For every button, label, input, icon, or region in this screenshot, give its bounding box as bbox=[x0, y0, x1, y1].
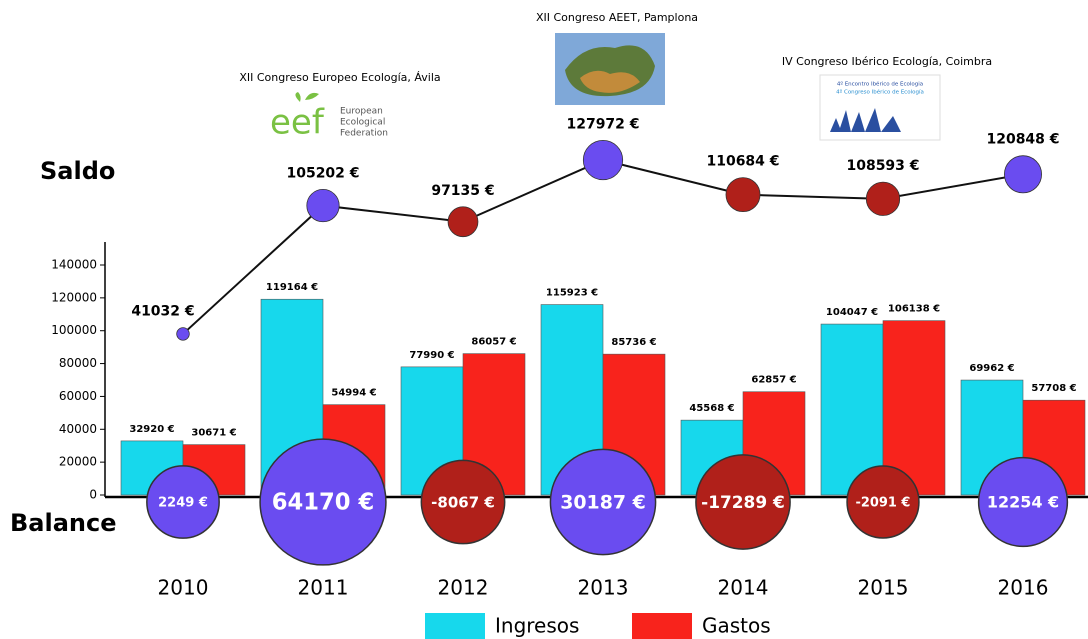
legend-label: Ingresos bbox=[495, 614, 579, 638]
y-tick-label: 80000 bbox=[59, 356, 97, 370]
annotation: XII Congreso Europeo Ecología, Ávila bbox=[239, 71, 440, 84]
saldo-point bbox=[306, 189, 340, 223]
saldo-value-label: 127972 € bbox=[566, 116, 639, 132]
y-tick-label: 60000 bbox=[59, 389, 97, 403]
coimbra-line: 4º Encontro Ibérico de Ecologia bbox=[837, 81, 923, 88]
eef-leaf bbox=[295, 92, 319, 102]
saldo-point bbox=[582, 139, 624, 181]
aeet-shape bbox=[580, 70, 640, 93]
saldo-value-label: 120848 € bbox=[986, 132, 1059, 148]
x-tick-label: 2016 bbox=[998, 576, 1049, 600]
coimbra-line: 4º Congreso Ibérico de Ecología bbox=[836, 89, 924, 96]
bar-value-label: 62857 € bbox=[751, 375, 796, 386]
bar bbox=[820, 323, 884, 496]
balance-value-label: 64170 € bbox=[272, 490, 374, 516]
y-tick-label: 100000 bbox=[51, 323, 97, 337]
saldo-point bbox=[176, 327, 190, 341]
coimbra-logo: 4º Encontro Ibérico de Ecologia 4º Congr… bbox=[819, 74, 941, 141]
coimbra-shape bbox=[830, 108, 901, 132]
balance-value-label: -8067 € bbox=[431, 494, 495, 512]
y-tick-label: 140000 bbox=[51, 258, 97, 272]
balance-value-label: -2091 € bbox=[856, 496, 911, 511]
annotation: IV Congreso Ibérico Ecología, Coimbra bbox=[782, 55, 992, 68]
bar-value-label: 115923 € bbox=[546, 288, 598, 299]
aeet-logo bbox=[555, 33, 665, 105]
legend-swatch bbox=[632, 613, 692, 639]
bar bbox=[882, 320, 946, 496]
eef-mark: eef bbox=[270, 103, 325, 143]
x-tick-label: 2015 bbox=[858, 576, 909, 600]
balance-bubble bbox=[420, 459, 506, 545]
bar-value-label: 104047 € bbox=[826, 307, 878, 318]
y-tick-label: 40000 bbox=[59, 422, 97, 436]
bar-value-label: 69962 € bbox=[969, 363, 1014, 374]
x-tick-label: 2011 bbox=[298, 576, 349, 600]
saldo-value-label: 110684 € bbox=[706, 154, 779, 170]
balance-bubble bbox=[259, 438, 387, 566]
balance-bubble bbox=[846, 465, 920, 539]
balance-value-label: 12254 € bbox=[987, 493, 1059, 512]
saldo-value-label: 41032 € bbox=[131, 304, 194, 320]
balance-bubble bbox=[146, 465, 220, 539]
bar-value-label: 119164 € bbox=[266, 282, 318, 293]
x-tick-label: 2012 bbox=[438, 576, 489, 600]
balance-value-label: -17289 € bbox=[701, 492, 785, 512]
saldo-point bbox=[865, 181, 901, 216]
y-tick-label: 0 bbox=[89, 488, 97, 502]
x-tick-label: 2014 bbox=[718, 576, 769, 600]
saldo-value-label: 97135 € bbox=[431, 183, 494, 199]
bar-value-label: 85736 € bbox=[611, 337, 656, 348]
bar-value-label: 57708 € bbox=[1031, 383, 1076, 394]
balance-bubble bbox=[977, 456, 1069, 548]
saldo-point bbox=[1004, 155, 1042, 194]
saldo-value-label: 105202 € bbox=[286, 165, 359, 181]
bar-value-label: 45568 € bbox=[689, 403, 734, 414]
balance-bubble bbox=[549, 448, 657, 556]
balance-label: Balance bbox=[10, 509, 117, 537]
y-tick-label: 120000 bbox=[51, 290, 97, 304]
bar-value-label: 77990 € bbox=[409, 350, 454, 361]
annotation: XII Congreso AEET, Pamplona bbox=[536, 11, 698, 24]
bar-value-label: 86057 € bbox=[471, 337, 516, 348]
eef-line: European bbox=[340, 107, 383, 117]
bar-value-label: 30671 € bbox=[191, 428, 236, 439]
x-tick-label: 2013 bbox=[578, 576, 629, 600]
saldo-value-label: 108593 € bbox=[846, 158, 919, 174]
eef-line: Federation bbox=[340, 129, 388, 139]
saldo-point bbox=[447, 206, 479, 238]
balance-value-label: 30187 € bbox=[560, 492, 646, 514]
saldo-label: Saldo bbox=[40, 157, 115, 185]
balance-value-label: 2249 € bbox=[158, 496, 208, 511]
legend-label: Gastos bbox=[702, 614, 771, 638]
bar-value-label: 32920 € bbox=[129, 424, 174, 435]
saldo-point bbox=[725, 177, 761, 213]
legend-swatch bbox=[425, 613, 485, 639]
eef-logo: eef European Ecological Federation bbox=[270, 92, 388, 143]
y-tick-label: 20000 bbox=[59, 455, 97, 469]
eef-line: Ecological bbox=[340, 118, 385, 128]
balance-bubble bbox=[695, 454, 791, 550]
bar-value-label: 106138 € bbox=[888, 304, 940, 315]
x-tick-label: 2010 bbox=[158, 576, 209, 600]
bar-value-label: 54994 € bbox=[331, 388, 376, 399]
